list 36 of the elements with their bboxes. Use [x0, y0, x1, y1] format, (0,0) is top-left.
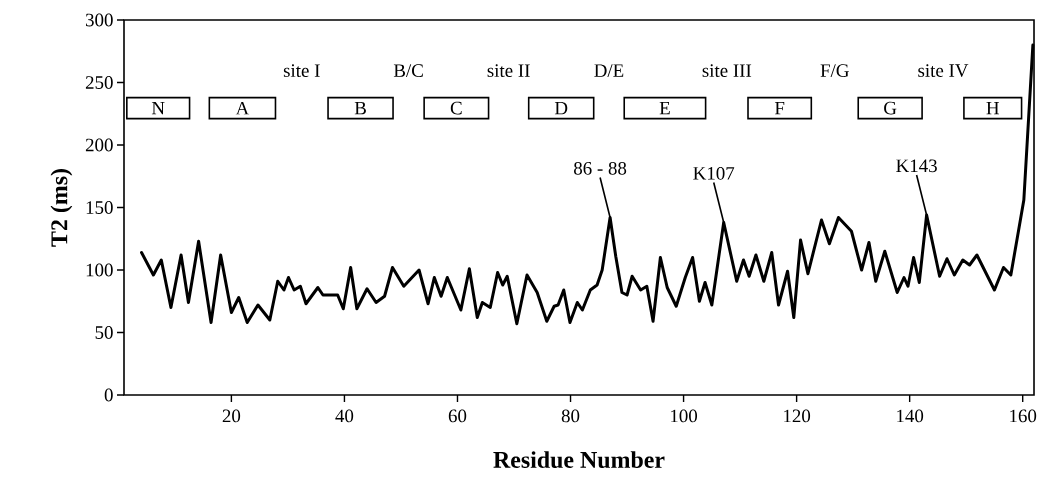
annotation: F/G [820, 64, 849, 77]
y-tick-label: 50 [95, 326, 113, 339]
y-tick-label: 300 [85, 13, 113, 27]
band-label: H [986, 101, 1000, 115]
band-label: N [151, 101, 165, 115]
annotation: site IV [918, 64, 969, 78]
annotation: B/C [393, 64, 423, 77]
y-tick-label: 100 [86, 263, 113, 277]
annotation: K107 [693, 166, 735, 180]
band-label: F [774, 101, 785, 115]
y-tick-label: 150 [86, 201, 113, 214]
band-label: G [884, 101, 897, 115]
annotation: D/E [594, 64, 624, 77]
annotation: site II [487, 64, 530, 77]
y-tick-label: 200 [85, 138, 113, 152]
x-axis-title: Residue Number [493, 451, 665, 469]
x-tick-label: 100 [671, 409, 698, 423]
band-label: A [235, 101, 250, 115]
x-tick-label: 80 [561, 409, 580, 423]
x-tick-label: 140 [897, 409, 924, 423]
band-label: D [554, 101, 568, 115]
x-tick-label: 60 [448, 409, 467, 423]
band-label: E [659, 101, 670, 115]
annotation: K143 [896, 159, 937, 173]
y-axis-title: T2 (ms) [50, 169, 73, 247]
annotation: site I [283, 64, 320, 77]
y-tick-label: 0 [104, 388, 113, 402]
annotation: site III [702, 64, 752, 77]
band-label: C [450, 101, 462, 115]
x-tick-label: 40 [335, 409, 354, 423]
annotation: 86 - 88 [574, 161, 627, 175]
x-tick-label: 160 [1010, 409, 1037, 423]
x-tick-label: 120 [784, 409, 811, 423]
y-tick-label: 250 [85, 76, 113, 89]
band-label: B [354, 101, 366, 115]
x-tick-label: 20 [222, 409, 241, 423]
